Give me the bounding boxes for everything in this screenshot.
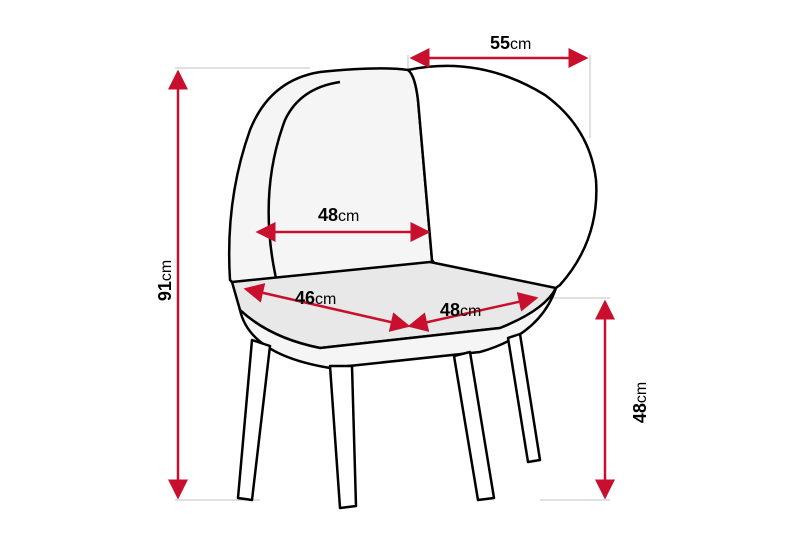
value-depth-top: 55 bbox=[490, 33, 510, 53]
value-seat-width-front: 48 bbox=[440, 300, 460, 320]
unit-depth-top: cm bbox=[510, 36, 531, 53]
unit-seat-depth: cm bbox=[315, 291, 336, 308]
unit-total-height: cm bbox=[158, 260, 175, 281]
diagram-container: 91cm 55cm 48cm 46cm 48cm 48cm bbox=[0, 0, 800, 533]
value-seat-depth: 46 bbox=[295, 288, 315, 308]
value-seat-height: 48 bbox=[630, 403, 650, 423]
unit-seat-height: cm bbox=[633, 382, 650, 403]
label-total-height: 91cm bbox=[155, 260, 176, 301]
value-total-height: 91 bbox=[155, 281, 175, 301]
label-seat-depth: 46cm bbox=[295, 288, 336, 309]
unit-seat-width-back: cm bbox=[338, 208, 359, 225]
label-seat-width-front: 48cm bbox=[440, 300, 481, 321]
label-seat-height: 48cm bbox=[630, 382, 651, 423]
label-seat-width-back: 48cm bbox=[318, 205, 359, 226]
value-seat-width-back: 48 bbox=[318, 205, 338, 225]
label-depth-top: 55cm bbox=[490, 33, 531, 54]
chair-drawing bbox=[0, 0, 800, 533]
unit-seat-width-front: cm bbox=[460, 303, 481, 320]
